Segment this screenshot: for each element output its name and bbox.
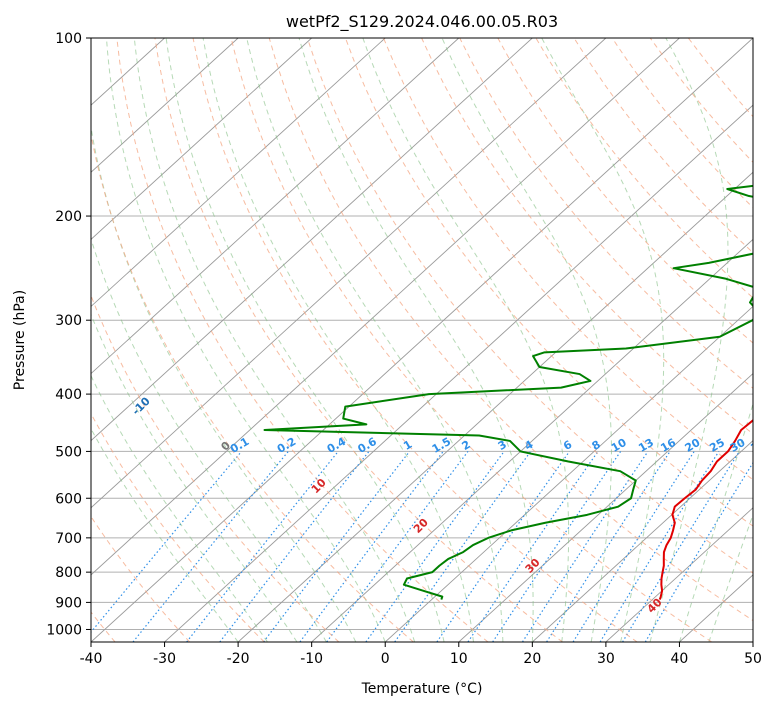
isotherm-line (91, 38, 533, 442)
y-tick-label: 700 (55, 531, 82, 547)
moist-adiabat-line (298, 38, 534, 642)
mixing-ratio-line (436, 451, 570, 642)
mixing-ratio-line (365, 451, 505, 642)
dry-adiabat-line (497, 38, 753, 344)
y-tick-label: 800 (55, 565, 82, 581)
plot-frame (90, 37, 754, 643)
mixing-ratio-line (132, 451, 289, 642)
mixing-ratio-line (599, 451, 720, 642)
mixing-ratio-line (394, 451, 532, 642)
isotherm-line (91, 38, 460, 375)
moist-adiabat-line (91, 237, 327, 642)
moist-adiabat-line (91, 313, 298, 642)
y-tick-label: 100 (55, 31, 82, 47)
x-tick-label: 10 (450, 651, 468, 667)
dry-adiabat-line (91, 515, 191, 642)
moist-adiabat-line (133, 38, 416, 642)
moist-adiabat-line (202, 38, 474, 642)
x-tick-label: -20 (227, 651, 250, 667)
isotherm-line (458, 372, 753, 642)
y-axis-label: Pressure (hPa) (12, 290, 28, 390)
moist-adiabat-line (541, 38, 665, 642)
moist-adiabat-line (91, 374, 268, 642)
y-tick-label: 200 (55, 209, 82, 225)
dry-adiabat-line (192, 38, 638, 642)
y-tick-label: 500 (55, 444, 82, 460)
moist-adiabat-line (246, 38, 504, 642)
isotherm-line (91, 38, 753, 642)
moist-adiabat-line (91, 124, 357, 642)
dry-adiabat-line (344, 38, 753, 527)
y-tick-label: 400 (55, 387, 82, 403)
x-tick-label: 30 (597, 651, 615, 667)
mixing-ratio-line (91, 451, 242, 634)
moist-adiabat-line (362, 38, 570, 642)
isotherm-line (91, 38, 312, 240)
chart-title: wetPf2_S129.2024.046.00.05.R03 (286, 12, 558, 32)
isotherm-line (164, 104, 753, 642)
moist-adiabat-line (165, 38, 445, 642)
mixing-ratio-label: 36 (748, 436, 768, 455)
dry-adiabat-line (91, 132, 414, 642)
x-tick-label: 50 (744, 651, 762, 667)
mixing-ratio-line (299, 451, 444, 642)
dry-adiabat-line (306, 38, 753, 574)
dry-adiabat-line (154, 38, 563, 642)
x-tick-label: -30 (153, 651, 176, 667)
mixing-ratio-line (186, 451, 339, 642)
isotherm-line (91, 38, 607, 509)
mixing-ratio-line (546, 451, 671, 642)
x-tick-label: 20 (523, 651, 541, 667)
moist-adiabat-line (678, 402, 753, 642)
mixing-ratio-line (326, 451, 469, 642)
dry-adiabat-line (116, 38, 489, 642)
dry-adiabat-line (230, 38, 713, 642)
isotherm-line (384, 305, 753, 642)
dry-adiabat-label: -20 (53, 354, 76, 377)
isotherm-line (91, 38, 386, 308)
mixing-ratio-line (492, 451, 622, 642)
mixing-ratio-line (467, 451, 599, 642)
x-tick-label: 40 (671, 651, 689, 667)
x-tick-label: -10 (300, 651, 323, 667)
mixing-ratio-line (622, 451, 740, 642)
y-tick-label: 600 (55, 491, 82, 507)
temperature-profile-line (658, 419, 753, 600)
isotherm-line (752, 641, 753, 642)
isotherm-line (311, 238, 753, 642)
moist-adiabat-line (441, 38, 612, 642)
dry-adiabat-label: -30 (0, 315, 8, 338)
x-tick-label: 0 (381, 651, 390, 667)
moist-adiabat-line (91, 427, 239, 642)
y-tick-label: 900 (55, 595, 82, 611)
dry-adiabat-line (91, 412, 265, 642)
x-tick-label: -40 (80, 651, 103, 667)
dewpoint-profile-line (263, 184, 753, 600)
dry-adiabat-line (268, 38, 753, 622)
isotherm-line (91, 38, 239, 173)
x-axis-label: Temperature (°C) (361, 681, 483, 697)
y-tick-label: 1000 (46, 622, 82, 638)
isotherm-line (91, 38, 680, 576)
isotherm-line (237, 171, 753, 642)
isotherm-line (605, 507, 753, 642)
dry-adiabat-line (91, 294, 340, 642)
mixing-ratio-line (521, 451, 649, 642)
isotherm-line (532, 440, 753, 642)
y-tick-label: 300 (55, 313, 82, 329)
